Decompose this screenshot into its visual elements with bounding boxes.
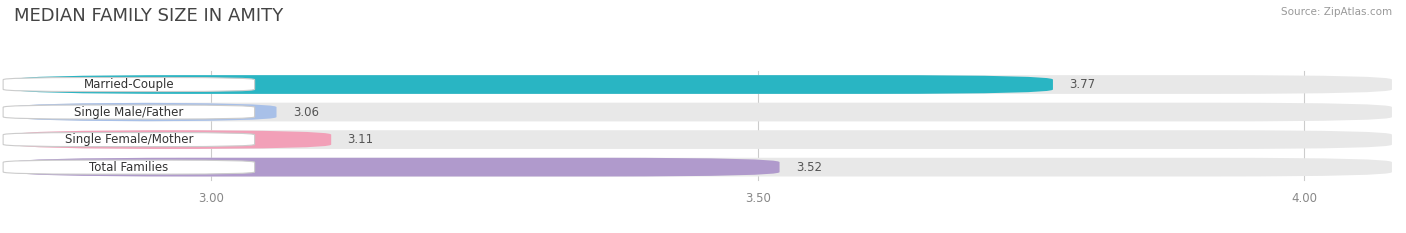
FancyBboxPatch shape (14, 158, 779, 176)
FancyBboxPatch shape (3, 133, 254, 147)
Text: 3.11: 3.11 (347, 133, 374, 146)
Text: MEDIAN FAMILY SIZE IN AMITY: MEDIAN FAMILY SIZE IN AMITY (14, 7, 284, 25)
FancyBboxPatch shape (14, 130, 1392, 149)
FancyBboxPatch shape (3, 78, 254, 92)
FancyBboxPatch shape (14, 103, 277, 121)
FancyBboxPatch shape (3, 105, 254, 119)
FancyBboxPatch shape (3, 160, 254, 174)
FancyBboxPatch shape (14, 75, 1392, 94)
FancyBboxPatch shape (14, 130, 332, 149)
FancyBboxPatch shape (14, 75, 1053, 94)
Text: Single Male/Father: Single Male/Father (75, 106, 184, 119)
FancyBboxPatch shape (14, 103, 1392, 121)
Text: Single Female/Mother: Single Female/Mother (65, 133, 193, 146)
Text: Married-Couple: Married-Couple (83, 78, 174, 91)
Text: Total Families: Total Families (89, 161, 169, 174)
Text: 3.06: 3.06 (292, 106, 319, 119)
Text: 3.77: 3.77 (1070, 78, 1095, 91)
Text: Source: ZipAtlas.com: Source: ZipAtlas.com (1281, 7, 1392, 17)
Text: 3.52: 3.52 (796, 161, 823, 174)
FancyBboxPatch shape (14, 158, 1392, 176)
